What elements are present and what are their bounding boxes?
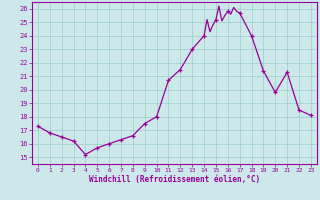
X-axis label: Windchill (Refroidissement éolien,°C): Windchill (Refroidissement éolien,°C) <box>89 175 260 184</box>
